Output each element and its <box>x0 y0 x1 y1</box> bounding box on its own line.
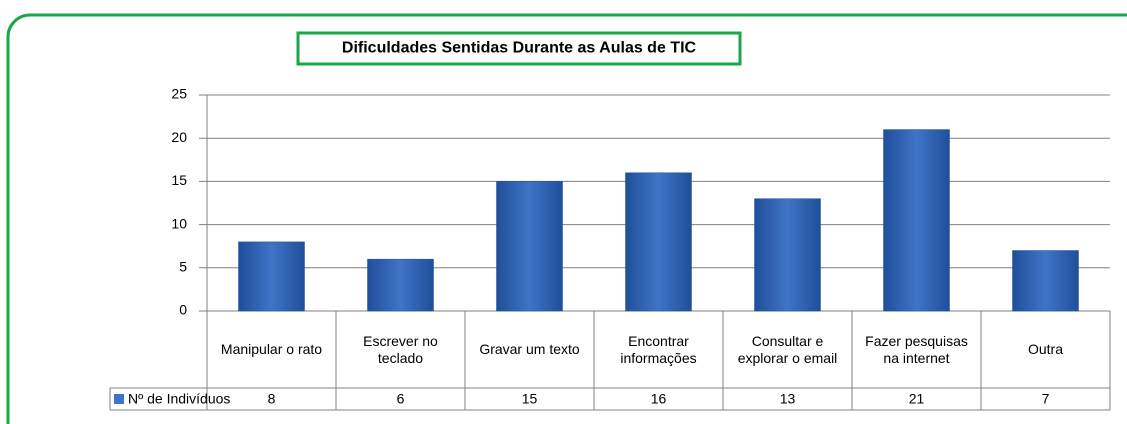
title-box <box>296 31 742 66</box>
x-tick-label-box: Manipular o rato <box>220 341 323 357</box>
bar <box>883 129 950 312</box>
x-tick-label-box: Encontrar informações <box>620 332 697 366</box>
y-tick-label: 20 <box>171 129 187 145</box>
table-value: 16 <box>651 391 667 407</box>
x-tick-label-box: Escrever no teclado <box>363 332 438 366</box>
y-tick-label: 10 <box>171 215 187 231</box>
chart-title: Dificuldades Sentidas Durante as Aulas d… <box>342 40 697 57</box>
y-tick-label: 5 <box>179 259 187 275</box>
legend-label: Nº de Indivíduos <box>128 391 230 407</box>
bar <box>625 172 692 312</box>
table-value: 6 <box>397 391 405 407</box>
x-tick-label-box: Fazer pesquisas na internet <box>865 332 968 366</box>
x-tick-label-box: Outra <box>1027 341 1063 357</box>
x-tick-label: Fazer pesquisas na internet <box>865 332 968 366</box>
table-value: 7 <box>1042 391 1050 407</box>
table-value: 15 <box>522 391 538 407</box>
bar <box>1012 250 1079 312</box>
x-tick-label: Outra <box>1027 341 1063 357</box>
y-tick-label: 0 <box>179 302 187 318</box>
table-value: 13 <box>780 391 796 407</box>
table-value: 8 <box>268 391 276 407</box>
x-tick-label-box: Consultar e explorar o email <box>737 332 838 366</box>
y-tick-label: 15 <box>171 172 187 188</box>
x-tick-label: Gravar um texto <box>479 341 580 357</box>
bar <box>754 198 821 312</box>
table-value: 21 <box>909 391 925 407</box>
legend-marker <box>114 394 124 404</box>
x-tick-label: Encontrar informações <box>620 332 697 366</box>
bar <box>496 181 563 312</box>
x-tick-label: Manipular o rato <box>220 341 323 357</box>
bar <box>238 241 305 312</box>
x-tick-label: Escrever no teclado <box>363 332 438 366</box>
x-tick-label: Consultar e explorar o email <box>737 332 838 366</box>
y-tick-label: 25 <box>171 86 187 102</box>
bar <box>367 258 434 312</box>
x-tick-label-box: Gravar um texto <box>479 341 580 357</box>
chart-frame <box>6 13 1127 424</box>
